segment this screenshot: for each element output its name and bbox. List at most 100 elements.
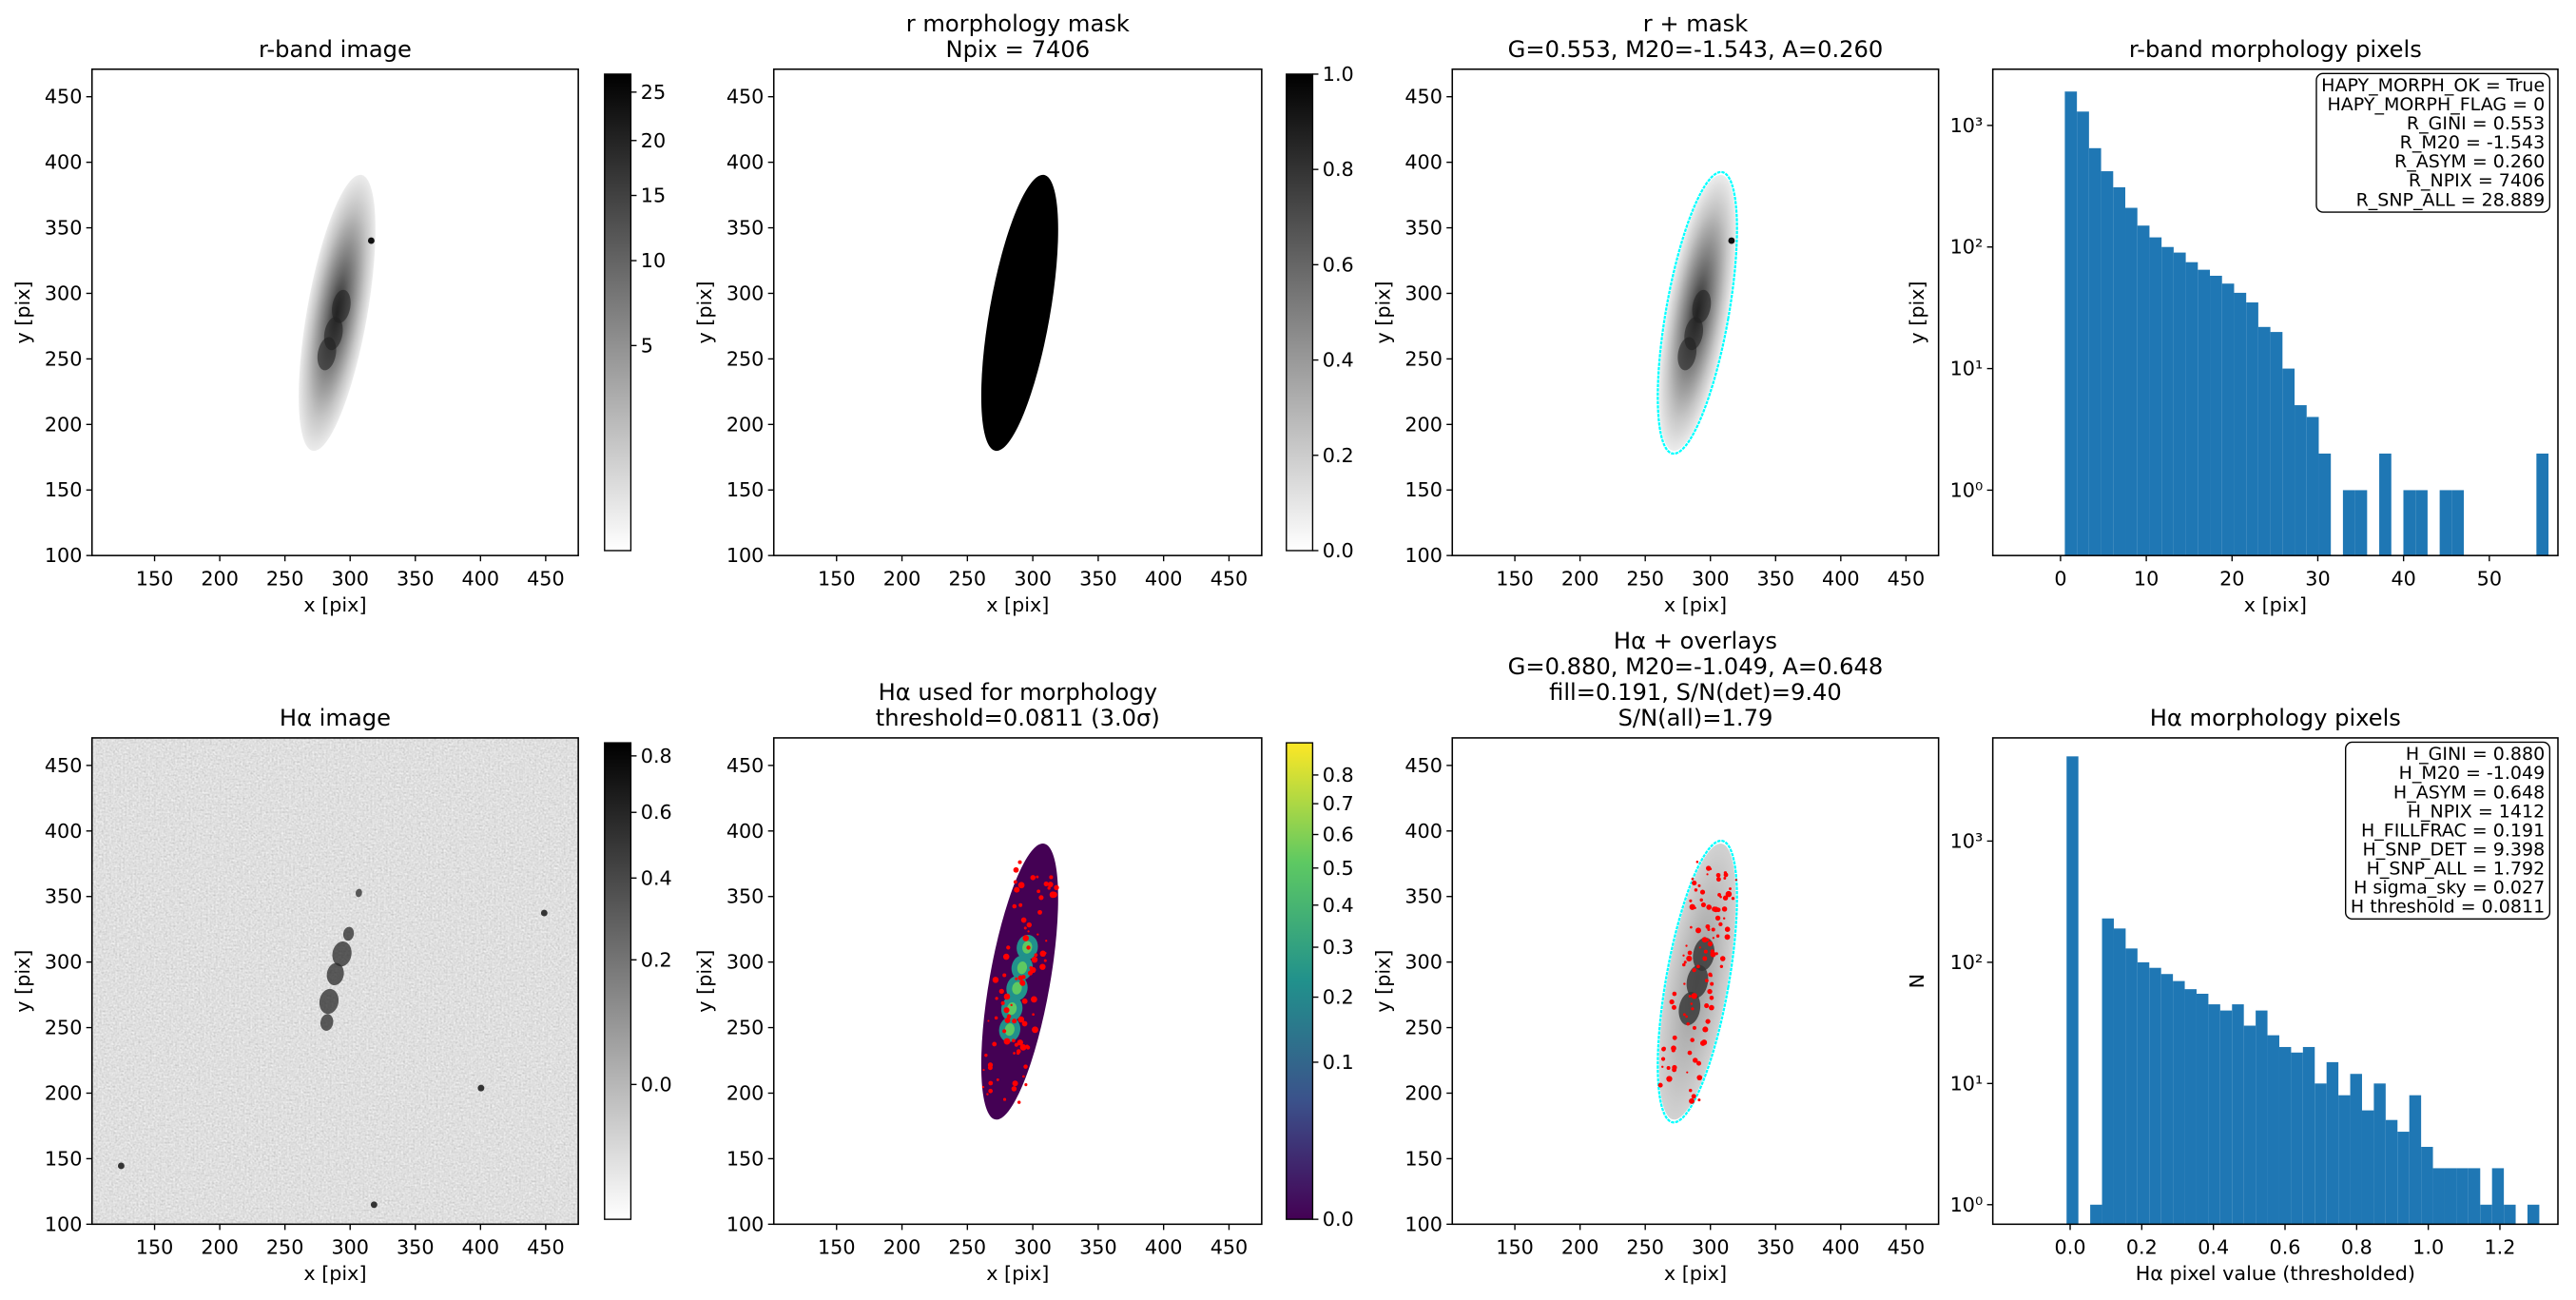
x-tick-label: 250 xyxy=(1626,1236,1664,1259)
histogram-bar xyxy=(2173,252,2186,556)
panel-title: Hα + overlays xyxy=(1614,628,1777,654)
overlay-pixel xyxy=(1683,960,1687,964)
y-tick-label: 300 xyxy=(45,281,83,304)
overlay-pixel xyxy=(1014,1042,1018,1047)
panel-title: r-band image xyxy=(259,36,412,63)
overlay-pixel xyxy=(1047,882,1054,887)
overlay-pixel xyxy=(1006,945,1011,950)
annotation-line: H_M20 = -1.049 xyxy=(2399,763,2546,784)
panel-title: G=0.553, M20=-1.543, A=0.260 xyxy=(1508,36,1884,63)
histogram-bar xyxy=(2113,928,2126,1225)
annotation-line: R_M20 = -1.543 xyxy=(2400,132,2546,153)
overlay-pixel xyxy=(1021,975,1026,980)
panel-title: Hα image xyxy=(280,705,391,731)
annotation-frame xyxy=(2345,741,2551,920)
overlay-pixel xyxy=(1704,979,1709,983)
overlay-pixel xyxy=(1023,926,1027,930)
h-emission xyxy=(1678,992,1701,1026)
colorbar-tick-label: 0.3 xyxy=(1323,936,1354,959)
overlay-pixel xyxy=(1669,999,1675,1005)
y-tick-label: 200 xyxy=(726,1081,765,1104)
overlay-pixel xyxy=(1014,886,1020,893)
panel-title: r morphology mask xyxy=(906,10,1130,37)
colorbar-tick-label: 0.8 xyxy=(1323,158,1354,181)
overlay-pixel xyxy=(1699,898,1703,902)
annotation-frame xyxy=(2315,72,2551,213)
y-tick-label: 100 xyxy=(1404,544,1443,567)
overlay-pixel xyxy=(1021,998,1028,1004)
overlay-pixel xyxy=(1036,875,1039,879)
overlay-pixel xyxy=(1719,895,1722,899)
y-axis-label: y [pix] xyxy=(1372,950,1395,1013)
overlay-pixel xyxy=(1017,882,1025,889)
x-axis-label: x [pix] xyxy=(303,1262,366,1285)
x-tick-label: 450 xyxy=(1888,567,1926,590)
overlay-pixel xyxy=(1691,993,1697,999)
overlay-pixel xyxy=(1718,922,1723,927)
y-tick-label: 400 xyxy=(1404,820,1443,843)
histogram-bar xyxy=(2491,1168,2505,1225)
y-tick-label: 400 xyxy=(1404,151,1443,174)
histogram-bar xyxy=(2536,453,2549,556)
overlay-pixel xyxy=(1686,955,1693,962)
x-tick-label: 400 xyxy=(1822,567,1860,590)
y-tick-label: 400 xyxy=(45,151,83,174)
overlay-pixel xyxy=(1701,937,1708,943)
annotation-line: H sigma_sky = 0.027 xyxy=(2353,877,2545,898)
y-tick-label: 150 xyxy=(1404,1147,1443,1170)
axes-frame xyxy=(772,68,1263,556)
y-tick-label: 450 xyxy=(45,86,83,108)
histogram-bar xyxy=(2379,453,2392,556)
overlay-pixel xyxy=(1714,952,1718,956)
overlay-pixel xyxy=(987,1065,993,1071)
histogram-bar xyxy=(2137,225,2150,556)
y-tick-label: 450 xyxy=(726,754,765,777)
overlay-pixel xyxy=(1723,877,1727,880)
x-tick-label: 200 xyxy=(201,1236,239,1259)
x-tick-label: 450 xyxy=(1888,1236,1926,1259)
h-emission-peak xyxy=(1004,1023,1015,1037)
overlay-pixel xyxy=(1672,1035,1677,1040)
panel-title: G=0.880, M20=-1.049, A=0.648 xyxy=(1508,653,1884,680)
overlay-pixel xyxy=(992,1041,997,1047)
histogram-bar xyxy=(2101,918,2114,1225)
y-tick-label: 300 xyxy=(1404,281,1443,304)
overlay-pixel xyxy=(1710,981,1714,986)
overlay-pixel xyxy=(1661,1046,1666,1052)
overlay-pixel xyxy=(1672,1004,1676,1010)
x-axis-label: x [pix] xyxy=(303,593,366,616)
annotation-line: H_NPIX = 1412 xyxy=(2408,801,2545,822)
overlay-pixel xyxy=(1015,977,1018,980)
colorbar-tick-label: 0.4 xyxy=(1323,349,1354,372)
overlay-pixel xyxy=(1032,1026,1038,1034)
colorbar-tick-label: 0.2 xyxy=(1323,444,1354,467)
overlay-pixel xyxy=(1710,951,1716,958)
overlay-pixel xyxy=(1692,880,1697,886)
overlay-pixel xyxy=(1719,956,1726,961)
overlay-pixel xyxy=(982,1069,985,1072)
histogram-bar xyxy=(2221,283,2235,556)
overlay-pixel xyxy=(1707,988,1713,995)
noise-source xyxy=(117,1162,125,1170)
x-tick-label: 40 xyxy=(2391,567,2415,590)
histogram-bar xyxy=(2257,326,2271,556)
histogram-bar xyxy=(2243,1025,2256,1225)
colorbar-tick-label: 0.2 xyxy=(1323,986,1354,1009)
y-tick-label: 10² xyxy=(1950,951,1984,974)
overlay-pixel xyxy=(1032,1013,1035,1017)
overlay-pixel xyxy=(1027,930,1030,933)
overlay-pixel xyxy=(988,1088,994,1094)
histogram-bar xyxy=(2090,1204,2102,1225)
histogram-bar xyxy=(2480,1204,2492,1225)
overlay-pixel xyxy=(984,1053,988,1057)
overlay-pixel xyxy=(1689,903,1695,910)
overlay-pixel xyxy=(1049,875,1054,880)
overlay-pixel xyxy=(1016,1051,1020,1056)
histogram-bar xyxy=(2149,967,2161,1225)
overlay-pixel xyxy=(1711,927,1715,932)
overlay-pixel xyxy=(1689,1097,1695,1104)
